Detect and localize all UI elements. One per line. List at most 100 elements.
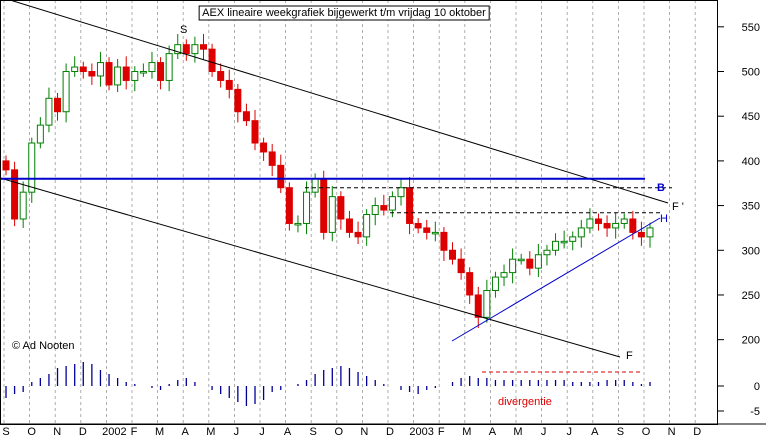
- x-tick-label: N: [53, 426, 61, 437]
- candle-body: [54, 97, 62, 113]
- candle-body: [612, 222, 620, 229]
- candle-body: [646, 227, 654, 238]
- candle-body: [62, 71, 70, 113]
- candle-body: [552, 240, 560, 251]
- candle-body: [320, 178, 328, 233]
- x-tick-label: 2003: [409, 426, 433, 437]
- candle-body: [363, 214, 371, 238]
- x-tick-label: D: [386, 426, 394, 437]
- candle-body: [122, 66, 130, 81]
- x-tick-label: O: [335, 426, 344, 437]
- candle-body: [543, 249, 551, 256]
- candle-body: [260, 142, 268, 153]
- candle-body: [457, 258, 465, 274]
- x-tick-label: F: [438, 426, 445, 437]
- y-tick-label: 450: [742, 111, 760, 123]
- candle-body: [491, 276, 499, 291]
- candle-body: [11, 169, 19, 220]
- candle-body: [423, 227, 431, 233]
- candle-body: [328, 196, 336, 233]
- candle-body: [71, 66, 79, 73]
- candle-body: [526, 258, 534, 269]
- candle-body: [96, 62, 104, 77]
- x-tick-label: A: [591, 426, 599, 437]
- candle-body: [303, 191, 311, 224]
- x-tick-label: J: [234, 426, 240, 437]
- candle-body: [191, 44, 199, 55]
- chart-title-box: [198, 5, 490, 21]
- candle-body: [311, 178, 319, 193]
- candle-body: [629, 218, 637, 233]
- candle-body: [560, 240, 568, 244]
- candle-body: [157, 62, 165, 81]
- annotations: AEX lineaire weekgrafiek bijgewerkt t/m …: [12, 5, 684, 408]
- candle-body: [388, 196, 396, 211]
- candle-body: [509, 258, 517, 274]
- candle-body: [603, 222, 611, 229]
- candle-body: [28, 142, 36, 193]
- candle-body: [380, 205, 388, 211]
- y-tick-label: 400: [742, 156, 760, 168]
- candle-body: [534, 254, 542, 269]
- candle-body: [569, 236, 577, 242]
- candle-body: [354, 231, 362, 238]
- label-b: B: [657, 182, 665, 194]
- x-tick-label: S: [617, 426, 624, 437]
- candle-body: [131, 71, 139, 81]
- candle-body: [79, 66, 87, 73]
- candle-body: [217, 71, 225, 81]
- x-tick-label: 2002: [102, 426, 126, 437]
- candle-body: [637, 231, 645, 238]
- candle-body: [466, 272, 474, 296]
- candle-body: [431, 231, 439, 235]
- x-tick-label: M: [206, 426, 215, 437]
- oscillator-histogram: [5, 362, 651, 406]
- rising-trendline: [451, 217, 661, 342]
- candle-body: [182, 44, 190, 55]
- candle-body: [36, 124, 44, 144]
- channel-bottom-line: [0, 177, 621, 358]
- chart-title-text: AEX lineaire weekgrafiek bijgewerkt t/m …: [202, 7, 486, 19]
- x-tick-label: A: [489, 426, 497, 437]
- candle-body: [285, 187, 293, 224]
- watermark: © Ad Nooten: [12, 340, 75, 352]
- chart-title: AEX lineaire weekgrafiek bijgewerkt t/m …: [198, 5, 490, 21]
- x-tick-label: D: [693, 426, 701, 437]
- y-tick-label: 550: [742, 22, 760, 34]
- candle-body: [45, 97, 53, 126]
- x-tick-label: N: [360, 426, 368, 437]
- candle-body: [440, 231, 448, 251]
- osc-tick-label: -5: [750, 406, 760, 418]
- candle-body: [19, 191, 27, 220]
- candle-body: [174, 44, 182, 55]
- y-tick-label: 250: [742, 290, 760, 302]
- x-tick-label: O: [642, 426, 651, 437]
- y-tick-label: 300: [742, 245, 760, 257]
- candle-body: [397, 187, 405, 198]
- x-tick-label: J: [259, 426, 265, 437]
- x-tick-label: J: [541, 426, 547, 437]
- x-tick-label: S: [2, 426, 9, 437]
- x-tick-label: M: [513, 426, 522, 437]
- label-h: H: [660, 213, 668, 225]
- candle-body: [586, 218, 594, 229]
- candle-body: [277, 164, 285, 189]
- candle-body: [251, 120, 259, 144]
- candle-body: [371, 205, 379, 216]
- y-tick-label: 200: [742, 335, 760, 347]
- x-tick-label: D: [79, 426, 87, 437]
- candle-body: [337, 196, 345, 220]
- candle-body: [294, 222, 302, 226]
- candle-body: [594, 218, 602, 224]
- candle-body: [114, 66, 122, 86]
- trend-lines: [0, 0, 672, 373]
- label-s: S: [180, 24, 187, 36]
- channel-top-line: [9, 0, 669, 204]
- label-f: F: [626, 350, 633, 362]
- candle-body: [148, 62, 156, 73]
- grid: [3, 0, 696, 424]
- label-divergentie: divergentie: [498, 396, 552, 408]
- x-tick-label: A: [182, 426, 190, 437]
